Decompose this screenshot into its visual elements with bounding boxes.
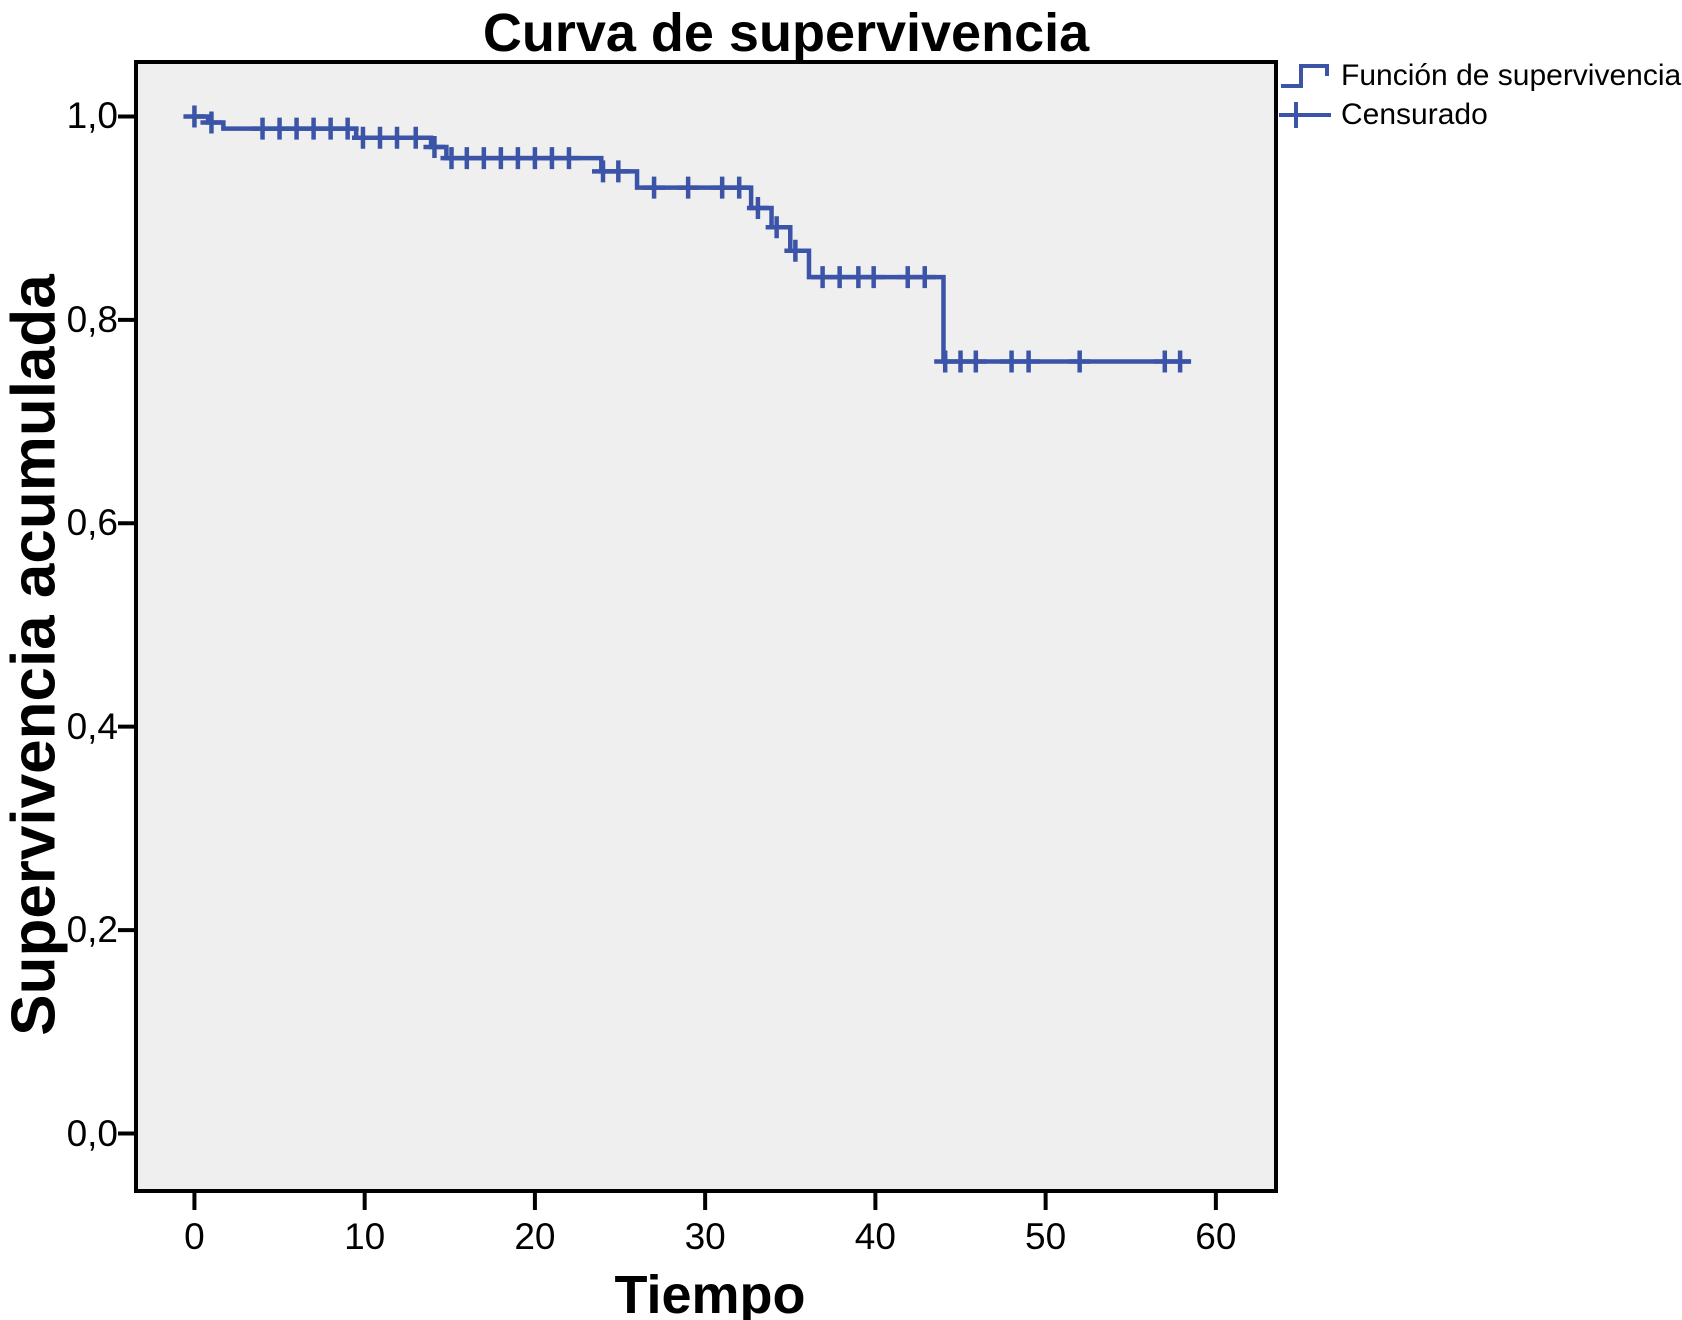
legend-label-censored: Censurado: [1341, 97, 1488, 131]
censored-marks: [183, 105, 1192, 373]
y-tick-label: 0,4: [66, 705, 118, 747]
y-tick-label: 1,0: [66, 95, 118, 137]
x-tick-label: 20: [514, 1216, 556, 1257]
x-tick-label: 40: [854, 1216, 896, 1257]
x-tick-label: 50: [1025, 1216, 1067, 1257]
x-tick-label: 10: [344, 1216, 386, 1257]
x-tick-label: 60: [1195, 1216, 1237, 1257]
y-tick-label: 0,8: [66, 298, 118, 340]
x-tick-label: 0: [184, 1216, 205, 1257]
x-axis-title: Tiempo: [614, 1265, 806, 1320]
plot-frame: [134, 60, 1278, 1193]
y-tick-label: 0,0: [66, 1112, 118, 1154]
x-tick-label: 30: [684, 1216, 726, 1257]
chart-title: Curva de supervivencia: [482, 3, 1090, 63]
survival-function-legend-icon: [1281, 63, 1329, 88]
y-tick-label: 0,2: [66, 909, 118, 951]
y-tick-label: 0,6: [66, 502, 118, 544]
legend-label-survival-function: Función de supervivencia: [1341, 58, 1682, 92]
censored-legend-icon: [1279, 101, 1331, 128]
legend-entry-censored: Censurado: [1279, 95, 1681, 134]
legend: Función de supervivencia Censurado: [1279, 56, 1681, 134]
legend-entry-survival-function: Función de supervivencia: [1279, 56, 1681, 95]
